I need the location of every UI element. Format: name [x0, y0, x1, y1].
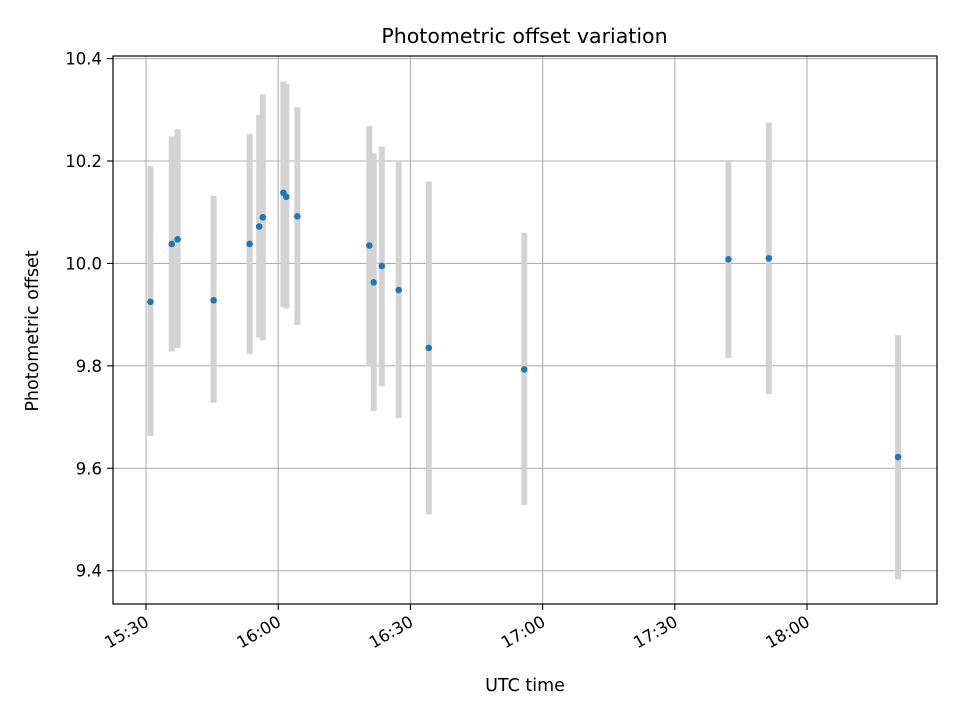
data-point — [294, 213, 301, 220]
y-axis-label: Photometric offset — [23, 250, 43, 411]
y-tick-label: 10.0 — [65, 254, 102, 273]
data-point — [520, 366, 528, 373]
data-point — [168, 240, 176, 248]
data-point — [378, 262, 386, 270]
y-tick-label: 9.4 — [76, 562, 102, 581]
y-tick-label: 10.4 — [65, 50, 102, 69]
y-axis: 9.4 9.6 9.8 10.0 10.2 10.4 — [65, 50, 113, 581]
data-point — [425, 344, 433, 352]
y-tick-label: 9.8 — [76, 357, 102, 376]
plot-frame — [112, 55, 938, 605]
data-point — [210, 296, 217, 304]
data-point — [246, 240, 253, 248]
data-point — [370, 279, 378, 286]
data-point — [725, 256, 732, 263]
data-points — [147, 189, 902, 461]
x-axis-label: UTC time — [485, 676, 565, 696]
data-point — [255, 223, 263, 230]
data-point — [765, 254, 773, 262]
y-tick-label: 9.6 — [76, 459, 102, 478]
data-point — [894, 453, 902, 461]
data-point — [283, 193, 290, 201]
chart-title: Photometric offset variation — [381, 24, 667, 48]
y-tick-label: 10.2 — [65, 152, 102, 171]
data-point — [147, 298, 154, 306]
data-point — [259, 214, 267, 221]
data-point — [366, 242, 373, 249]
data-point — [174, 236, 181, 243]
data-point — [395, 286, 402, 294]
